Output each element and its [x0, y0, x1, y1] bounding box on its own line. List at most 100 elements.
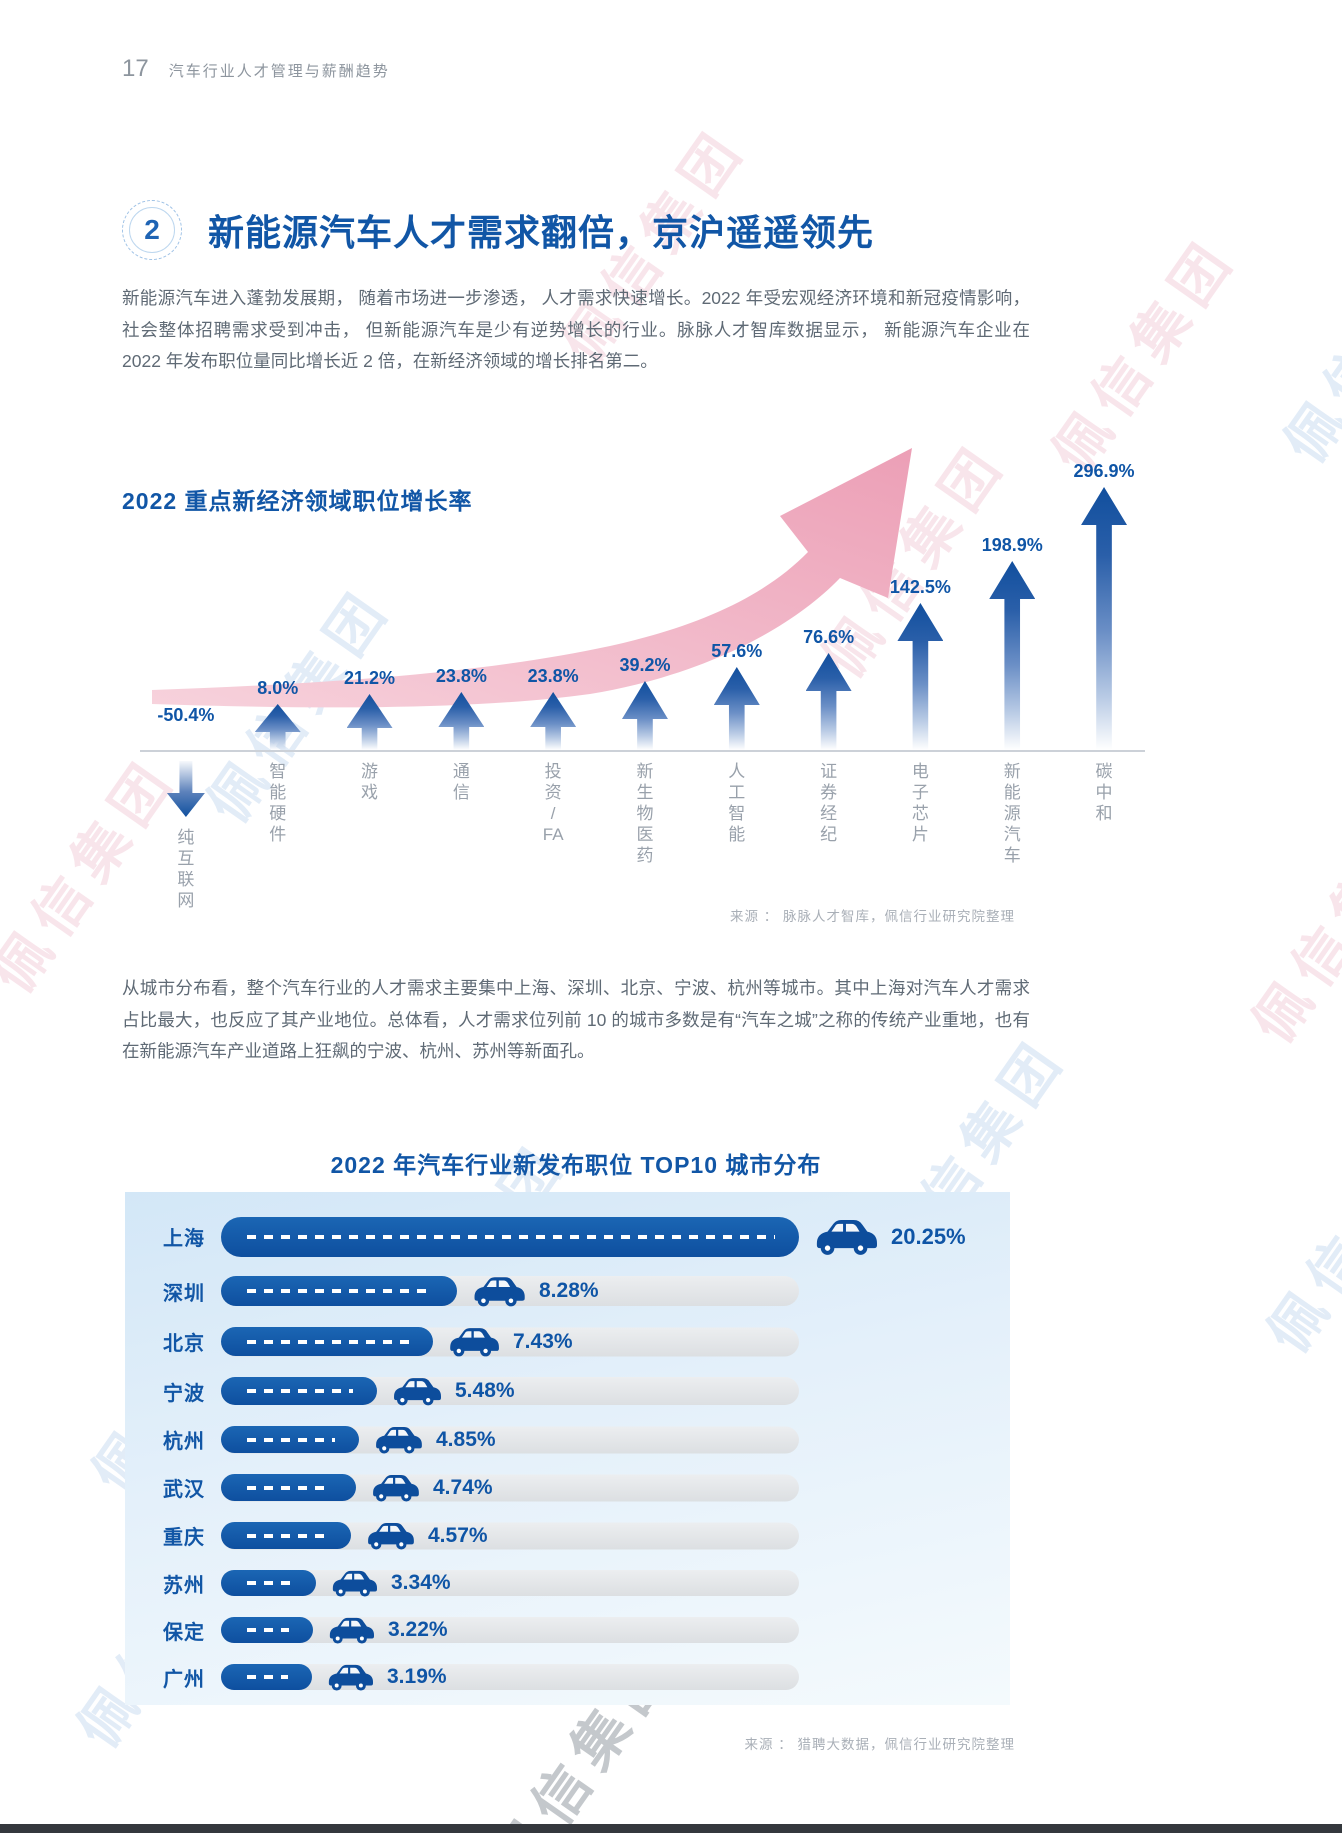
city-label: 上海 [163, 1228, 205, 1250]
city-bar [221, 1426, 359, 1453]
growth-category-label: 纯互联网 [177, 828, 195, 910]
car-icon [373, 1474, 419, 1502]
growth-column: 142.5% [875, 577, 967, 750]
up-arrow-icon [989, 561, 1036, 750]
bar-track [221, 1617, 799, 1643]
up-arrow-icon [438, 692, 485, 750]
city-chart-panel: 上海 20.25% 深圳 8.28% 北京 7.43% 宁波 5.48% 杭州 4.85… [125, 1192, 1010, 1705]
car-icon [474, 1277, 525, 1307]
growth-column: -50.4% [140, 705, 232, 750]
page-number: 17 [122, 55, 149, 82]
city-value: 7.43% [513, 1329, 573, 1353]
city-value: 3.19% [387, 1665, 447, 1688]
city-bar [221, 1474, 356, 1501]
growth-category-label: 通信 [452, 762, 470, 802]
city-bar [221, 1570, 316, 1596]
growth-columns: -50.4% 8.0% 21.2% 23.8% 23.8% 39.2% 57.6% 76.6%… [140, 440, 1150, 750]
growth-column: 296.9% [1058, 461, 1150, 750]
up-arrow-icon [1081, 487, 1128, 750]
growth-category: 人工智能 [691, 761, 783, 911]
city-chart-title: 2022 年汽车行业新发布职位 TOP10 城市分布 [330, 1152, 822, 1178]
growth-value-label: 21.2% [344, 668, 396, 688]
city-row: 保定 3.22% [163, 1615, 1010, 1645]
growth-chart-plot: -50.4% 8.0% 21.2% 23.8% 23.8% 39.2% 57.6% 76.6%… [140, 440, 1150, 750]
car-icon [394, 1378, 441, 1406]
road-dashes [247, 1581, 292, 1585]
growth-value-label: -50.4% [157, 705, 215, 725]
growth-category: 通信 [415, 761, 507, 911]
road-dashes [247, 1485, 332, 1490]
growth-value-label: 198.9% [981, 535, 1043, 555]
city-label: 杭州 [163, 1431, 205, 1453]
growth-chart-source: 来源 ： 脉脉人才智库，佩信行业研究院整理 [729, 909, 1015, 924]
growth-column: 76.6% [783, 627, 875, 750]
header-title: 汽车行业人才管理与薪酬趋势 [168, 63, 390, 80]
growth-value-label: 39.2% [619, 655, 671, 675]
car-icon [329, 1617, 374, 1644]
road-dashes [247, 1533, 327, 1538]
road-dashes [247, 1339, 409, 1344]
watermark: 佩信集团 [1272, 214, 1342, 474]
up-arrow-icon [713, 667, 760, 750]
growth-category: 电子芯片 [875, 761, 967, 911]
car-icon [450, 1328, 499, 1357]
growth-column: 39.2% [599, 655, 691, 750]
car-icon [328, 1664, 373, 1691]
city-row: 北京 7.43% [163, 1325, 1010, 1358]
city-value: 8.28% [539, 1279, 599, 1302]
growth-column: 23.8% [507, 666, 599, 750]
road-dashes [247, 1675, 288, 1679]
growth-category: 游戏 [324, 761, 416, 911]
city-bar-area: 3.34% [221, 1568, 1010, 1598]
growth-category: 智能硬件 [232, 761, 324, 911]
growth-value-label: 23.8% [527, 666, 579, 686]
city-value: 3.22% [388, 1618, 448, 1641]
watermark: 佩信集团 [1255, 1104, 1342, 1364]
growth-value-label: 142.5% [889, 577, 951, 597]
trend-arrow-graphic [152, 448, 912, 708]
up-arrow-icon [621, 681, 668, 750]
growth-value-label: 57.6% [711, 641, 763, 661]
watermark: 佩信集团 [1240, 794, 1342, 1054]
section-number-badge: 2 [122, 200, 182, 260]
city-bar-area: 3.22% [221, 1615, 1010, 1645]
section-heading: 2 新能源汽车人才需求翻倍，京沪遥遥领先 [122, 200, 874, 260]
growth-category: 碳中和 [1058, 761, 1150, 911]
city-bar-area: 4.57% [221, 1520, 1010, 1551]
city-row: 重庆 4.57% [163, 1520, 1010, 1551]
up-arrow-icon [805, 653, 852, 750]
city-row: 深圳 8.28% [163, 1274, 1010, 1308]
up-arrow-icon [254, 704, 301, 750]
growth-value-label: 8.0% [257, 678, 299, 698]
growth-column: 8.0% [232, 678, 324, 750]
up-arrow-icon [897, 603, 944, 750]
city-label: 苏州 [163, 1574, 205, 1597]
city-bar [221, 1327, 433, 1356]
x-axis-line [140, 750, 1145, 752]
growth-column: 198.9% [966, 535, 1058, 750]
growth-chart-title: 2022 重点新经济领域职位增长率 [122, 488, 473, 514]
road-dashes [247, 1234, 775, 1239]
city-bar-area: 8.28% [221, 1274, 1010, 1308]
city-bar [221, 1377, 377, 1405]
road-dashes [247, 1289, 433, 1293]
growth-category-label: 电子芯片 [911, 762, 929, 844]
car-icon [376, 1426, 422, 1454]
growth-category-label: 人工智能 [728, 762, 746, 844]
growth-column: 21.2% [324, 668, 416, 750]
growth-category-label: 新能源汽车 [1003, 762, 1021, 865]
growth-chart: 2022 重点新经济领域职位增长率 -50.4% 8.0% 21.2% 23.8% 23… [122, 440, 1150, 911]
city-bar [221, 1276, 457, 1306]
growth-category-labels: 纯互联网 智能硬件 游戏 通信 投资 / FA 新生物医药 人工智能 证券经纪 电子芯片 新能源汽车 碳… [140, 761, 1150, 911]
growth-category-label: 智能硬件 [269, 762, 287, 844]
city-row: 杭州 4.85% [163, 1424, 1010, 1455]
paragraph-1: 新能源汽车进入蓬勃发展期， 随着市场进一步渗透， 人才需求快速增长。2022 年… [122, 288, 1030, 371]
growth-category: 新生物医药 [599, 761, 691, 911]
growth-category-label: 碳中和 [1095, 762, 1113, 823]
up-arrow-icon [346, 694, 393, 750]
city-bar [221, 1664, 312, 1690]
growth-category-label: 游戏 [361, 762, 379, 802]
growth-category: 纯互联网 [140, 761, 232, 911]
city-bar-area: 20.25% [221, 1216, 1010, 1257]
page-bottom-edge [0, 1824, 1342, 1833]
